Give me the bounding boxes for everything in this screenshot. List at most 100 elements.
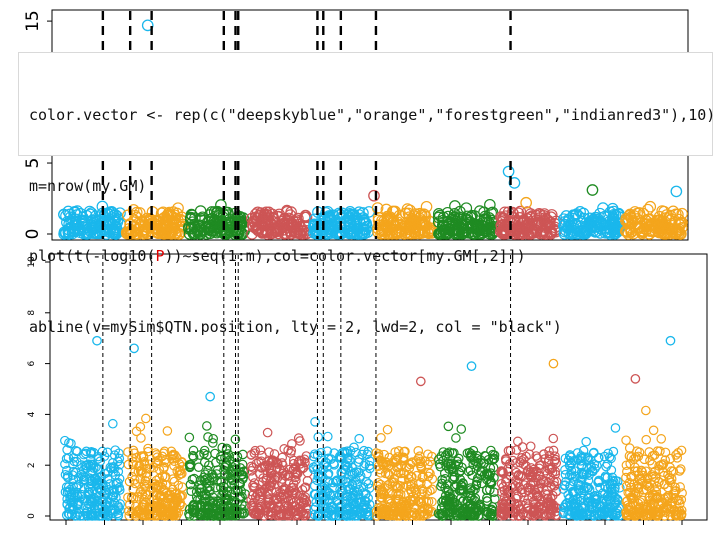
- snp-point: [162, 493, 173, 504]
- snp-point: [228, 465, 238, 476]
- snp-point: [337, 486, 348, 496]
- snp-point: [513, 221, 525, 234]
- snp-point: [497, 509, 508, 519]
- snp-point: [604, 494, 614, 505]
- snp-point-peak: [630, 373, 641, 384]
- snp-point: [347, 225, 359, 238]
- snp-point: [260, 211, 273, 223]
- snp-point: [216, 454, 226, 465]
- snp-point: [195, 483, 205, 494]
- snp-point: [563, 489, 574, 500]
- snp-point: [640, 223, 653, 236]
- snp-point: [621, 496, 632, 507]
- snp-point: [265, 217, 277, 230]
- snp-point: [481, 510, 492, 520]
- snp-point: [376, 486, 387, 497]
- snp-point: [539, 477, 549, 487]
- snp-point: [509, 227, 522, 240]
- snp-point: [185, 462, 195, 473]
- snp-point: [533, 491, 544, 502]
- snp-point: [206, 212, 219, 225]
- snp-point: [373, 451, 383, 462]
- snp-point: [156, 491, 167, 501]
- snp-point: [591, 493, 602, 504]
- snp-point: [558, 218, 571, 231]
- snp-point: [495, 225, 507, 238]
- snp-point: [545, 497, 555, 508]
- snp-point: [631, 510, 642, 520]
- snp-point: [271, 494, 282, 504]
- snp-point: [445, 461, 456, 472]
- snp-point: [103, 215, 116, 227]
- snp-point: [352, 479, 363, 490]
- snp-point: [545, 227, 558, 239]
- snp-point: [84, 487, 95, 498]
- snp-point: [378, 224, 390, 236]
- snp-point: [333, 499, 344, 509]
- snp-point: [108, 491, 119, 501]
- snp-point: [209, 496, 219, 507]
- code-line-nrow: m=nrow(my.GM): [29, 176, 147, 195]
- snp-point: [675, 216, 687, 229]
- snp-point: [496, 227, 509, 240]
- snp-point: [471, 479, 482, 490]
- snp-point: [641, 434, 652, 445]
- snp-point: [568, 489, 579, 499]
- snp-point: [297, 485, 308, 495]
- snp-point: [607, 224, 620, 236]
- snp-point: [410, 485, 421, 495]
- snp-point: [266, 510, 277, 521]
- snp-point: [659, 479, 670, 489]
- snp-point: [189, 501, 199, 511]
- snp-point: [592, 460, 602, 471]
- snp-point: [501, 227, 513, 240]
- snp-point: [569, 507, 580, 518]
- snp-point-peak: [368, 189, 380, 202]
- snp-point: [590, 463, 600, 474]
- snp-point: [226, 478, 237, 489]
- snp-point: [87, 511, 97, 521]
- snp-point: [289, 226, 302, 239]
- snp-point: [172, 202, 184, 214]
- snp-point: [458, 510, 469, 521]
- snp-point: [113, 477, 123, 488]
- snp-point: [598, 494, 609, 504]
- snp-point: [337, 468, 348, 478]
- snp-point: [610, 483, 620, 493]
- snp-point: [347, 480, 357, 490]
- snp-point: [261, 475, 271, 486]
- snp-point: [184, 432, 195, 443]
- snp-point: [393, 461, 404, 472]
- snp-point: [626, 452, 637, 462]
- snp-point: [212, 476, 222, 486]
- snp-point: [293, 433, 304, 443]
- snp-point: [336, 207, 349, 220]
- snp-point: [142, 463, 152, 474]
- snp-point: [513, 436, 523, 447]
- snp-point: [215, 451, 226, 462]
- snp-point: [567, 227, 580, 240]
- snp-point: [248, 472, 258, 483]
- snp-point-peak: [548, 358, 559, 369]
- snp-point: [359, 218, 372, 230]
- snp-point: [74, 496, 85, 506]
- snp-point: [337, 447, 348, 458]
- snp-point: [246, 449, 257, 460]
- snp-point: [96, 472, 107, 483]
- snp-point: [427, 496, 437, 507]
- snp-point: [651, 215, 664, 227]
- snp-point: [408, 507, 419, 518]
- snp-point: [460, 226, 472, 238]
- snp-point: [229, 451, 239, 462]
- snp-point: [341, 504, 352, 515]
- snp-point: [456, 480, 467, 491]
- snp-point: [281, 217, 294, 230]
- snp-point: [441, 461, 451, 471]
- snp-point: [528, 466, 539, 477]
- snp-point: [565, 220, 577, 232]
- snp-point: [313, 471, 323, 482]
- snp-point: [560, 480, 570, 490]
- snp-point: [385, 510, 396, 520]
- snp-point: [353, 467, 364, 478]
- snp-point: [229, 507, 240, 517]
